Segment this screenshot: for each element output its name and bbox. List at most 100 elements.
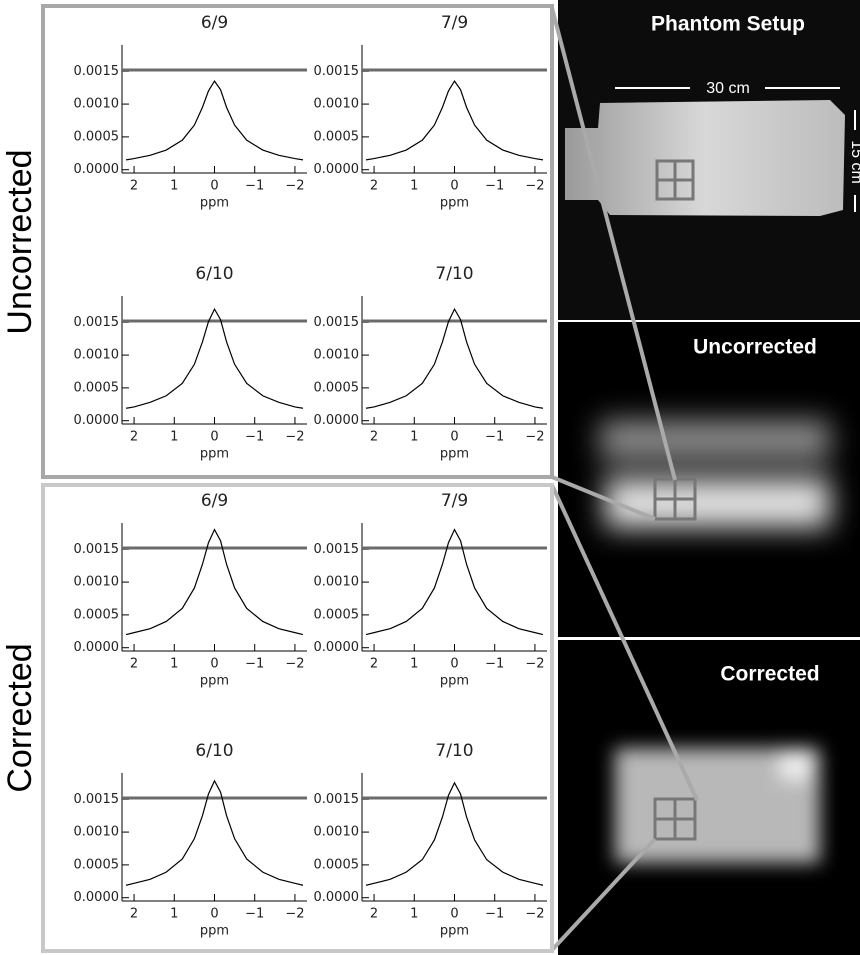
y-tick-label: 0.0005 bbox=[314, 607, 360, 622]
x-tick-label: 0 bbox=[210, 430, 218, 445]
x-tick-label: 0 bbox=[450, 179, 458, 194]
y-tick-label: 0.0000 bbox=[314, 890, 360, 905]
x-tick-label: 1 bbox=[410, 179, 418, 194]
x-tick-label: −2 bbox=[285, 907, 304, 922]
chart-title: 6/9 bbox=[201, 13, 228, 33]
y-tick-label: 0.0000 bbox=[74, 413, 120, 428]
x-tick-label: −1 bbox=[485, 657, 504, 672]
blur-blob bbox=[615, 748, 820, 863]
y-tick-label: 0.0010 bbox=[74, 348, 120, 363]
y-tick-label: 0.0005 bbox=[314, 129, 360, 144]
image-panels: Phantom Setup Uncorrected Corrected 30 c… bbox=[552, 0, 860, 955]
x-tick-label: 0 bbox=[450, 907, 458, 922]
chart-title: 6/10 bbox=[195, 264, 233, 284]
image-title: Uncorrected bbox=[693, 336, 817, 359]
row-label: Corrected bbox=[1, 643, 39, 792]
y-tick-label: 0.0010 bbox=[74, 825, 120, 840]
chart-title: 7/9 bbox=[441, 491, 468, 511]
x-axis-label: ppm bbox=[440, 924, 469, 939]
y-tick-label: 0.0015 bbox=[314, 315, 360, 330]
chart-title: 6/10 bbox=[195, 741, 233, 761]
x-tick-label: 1 bbox=[170, 657, 178, 672]
spectrum-line bbox=[126, 81, 303, 160]
y-tick-label: 0.0005 bbox=[74, 607, 120, 622]
x-tick-label: −1 bbox=[485, 430, 504, 445]
x-tick-label: 2 bbox=[370, 907, 378, 922]
x-tick-label: 0 bbox=[210, 657, 218, 672]
x-tick-label: 2 bbox=[370, 430, 378, 445]
x-tick-label: −2 bbox=[525, 430, 544, 445]
y-tick-label: 0.0010 bbox=[314, 575, 360, 590]
x-tick-label: −1 bbox=[485, 179, 504, 194]
x-axis-label: ppm bbox=[440, 674, 469, 689]
x-tick-label: 0 bbox=[210, 907, 218, 922]
chart-title: 7/10 bbox=[435, 264, 473, 284]
x-tick-label: 1 bbox=[410, 907, 418, 922]
y-tick-label: 0.0005 bbox=[74, 129, 120, 144]
y-tick-label: 0.0010 bbox=[74, 575, 120, 590]
x-tick-label: 1 bbox=[170, 179, 178, 194]
y-tick-label: 0.0015 bbox=[314, 64, 360, 79]
image-title: Phantom Setup bbox=[651, 13, 805, 36]
x-axis-label: ppm bbox=[200, 674, 229, 689]
x-tick-label: 1 bbox=[410, 657, 418, 672]
x-tick-label: 1 bbox=[410, 430, 418, 445]
y-tick-label: 0.0000 bbox=[314, 640, 360, 655]
y-tick-label: 0.0000 bbox=[314, 162, 360, 177]
x-tick-label: 2 bbox=[130, 657, 138, 672]
spectrum-line bbox=[366, 81, 543, 160]
y-tick-label: 0.0015 bbox=[74, 315, 120, 330]
y-tick-label: 0.0010 bbox=[314, 97, 360, 112]
x-tick-label: −1 bbox=[245, 179, 264, 194]
x-tick-label: 1 bbox=[170, 430, 178, 445]
y-tick-label: 0.0005 bbox=[314, 857, 360, 872]
x-tick-label: −2 bbox=[525, 907, 544, 922]
x-tick-label: −2 bbox=[285, 657, 304, 672]
x-tick-label: 0 bbox=[210, 179, 218, 194]
chart-title: 7/9 bbox=[441, 13, 468, 33]
y-tick-label: 0.0000 bbox=[74, 640, 120, 655]
phantom bbox=[565, 100, 845, 216]
dimension-label: 30 cm bbox=[706, 80, 750, 97]
y-tick-label: 0.0010 bbox=[74, 97, 120, 112]
x-axis-label: ppm bbox=[200, 447, 229, 462]
group-frame bbox=[43, 6, 552, 477]
x-axis-label: ppm bbox=[440, 447, 469, 462]
x-tick-label: 1 bbox=[170, 907, 178, 922]
y-tick-label: 0.0010 bbox=[314, 348, 360, 363]
x-tick-label: −2 bbox=[285, 179, 304, 194]
x-axis-label: ppm bbox=[440, 196, 469, 211]
x-tick-label: 2 bbox=[130, 430, 138, 445]
x-tick-label: −2 bbox=[285, 430, 304, 445]
x-tick-label: −1 bbox=[245, 907, 264, 922]
x-tick-label: −2 bbox=[525, 179, 544, 194]
y-tick-label: 0.0010 bbox=[314, 825, 360, 840]
y-tick-label: 0.0000 bbox=[74, 162, 120, 177]
y-tick-label: 0.0015 bbox=[314, 542, 360, 557]
spectrum-line bbox=[366, 530, 543, 635]
y-tick-label: 0.0005 bbox=[74, 857, 120, 872]
row-label: Uncorrected bbox=[1, 149, 39, 334]
x-tick-label: −2 bbox=[525, 657, 544, 672]
x-tick-label: −1 bbox=[245, 430, 264, 445]
image-title: Corrected bbox=[720, 663, 819, 686]
x-tick-label: −1 bbox=[245, 657, 264, 672]
group-frame bbox=[43, 485, 552, 951]
y-tick-label: 0.0000 bbox=[314, 413, 360, 428]
x-tick-label: 2 bbox=[130, 179, 138, 194]
x-axis-label: ppm bbox=[200, 196, 229, 211]
x-tick-label: 2 bbox=[370, 657, 378, 672]
y-tick-label: 0.0005 bbox=[314, 380, 360, 395]
x-tick-label: −1 bbox=[485, 907, 504, 922]
y-tick-label: 0.0015 bbox=[74, 64, 120, 79]
spectrum-line bbox=[126, 530, 303, 635]
spectrum-line bbox=[366, 309, 543, 408]
page: {"figure": {"row_labels": ["Uncorrected"… bbox=[0, 0, 860, 955]
dimension-label: 15 cm bbox=[848, 140, 860, 184]
y-tick-label: 0.0015 bbox=[74, 792, 120, 807]
y-tick-label: 0.0015 bbox=[314, 792, 360, 807]
chart-title: 7/10 bbox=[435, 741, 473, 761]
figure: Phantom Setup Uncorrected Corrected 30 c… bbox=[0, 0, 860, 955]
y-tick-label: 0.0000 bbox=[74, 890, 120, 905]
x-axis-label: ppm bbox=[200, 924, 229, 939]
